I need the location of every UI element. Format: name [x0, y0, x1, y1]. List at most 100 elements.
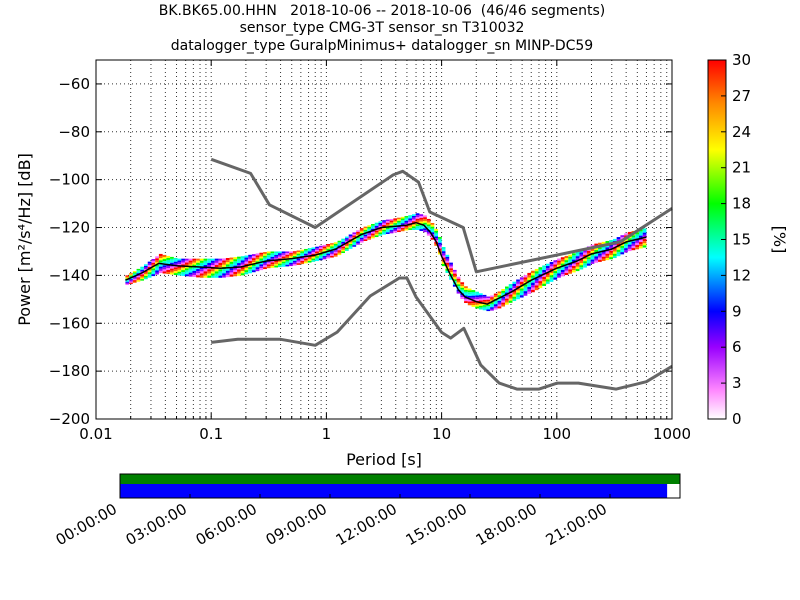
ppsd-cell [601, 254, 606, 257]
ppsd-cell [289, 251, 293, 254]
ppsd-cell [289, 262, 293, 265]
ppsd-cell [393, 218, 398, 220]
ppsd-cell [456, 280, 461, 283]
ppsd-cell [371, 233, 375, 236]
colorbar-tick-label: 18 [732, 195, 751, 213]
ppsd-cell [478, 307, 483, 310]
ppsd-cell [263, 265, 267, 268]
ppsd-cell [184, 266, 189, 269]
x-tick-label: 100 [542, 425, 571, 443]
ppsd-cell [464, 299, 468, 302]
ppsd-cell [601, 252, 606, 255]
ppsd-cell [460, 297, 465, 300]
ppsd-cell [151, 270, 156, 273]
ppsd-cell [374, 235, 379, 238]
ppsd-cell [478, 305, 483, 308]
colorbar-tick-label: 3 [732, 374, 742, 392]
ppsd-cell [166, 259, 171, 262]
ppsd-cell [601, 246, 606, 249]
ppsd-cell [385, 230, 390, 233]
ppsd-cell [348, 237, 353, 240]
ppsd-cell [173, 271, 178, 274]
ppsd-cell [144, 272, 148, 275]
colorbar-tick-label: 6 [732, 338, 742, 356]
ppsd-cell [237, 271, 241, 274]
ppsd-cell [490, 307, 494, 309]
ppsd-cell [508, 284, 513, 287]
ppsd-cell [631, 243, 636, 246]
colorbar-tick-label: 27 [732, 87, 751, 105]
ppsd-cell [441, 257, 446, 260]
ppsd-cell [572, 259, 576, 262]
ppsd-cell [229, 270, 234, 273]
ppsd-cell [255, 265, 260, 268]
ppsd-cell [352, 238, 357, 241]
ppsd-cell [177, 258, 182, 261]
ppsd-cell [367, 234, 372, 237]
ppsd-cell [508, 292, 513, 295]
ppsd-cell [352, 243, 357, 246]
ppsd-cell [400, 221, 405, 224]
ppsd-cell [404, 217, 409, 220]
ppsd-cell [359, 228, 364, 230]
ppsd-cell [419, 221, 424, 224]
ppsd-cell [426, 228, 431, 231]
ppsd-cell [601, 258, 606, 262]
ppsd-cell [170, 262, 174, 265]
ppsd-cell [233, 261, 238, 264]
ppsd-cell [542, 279, 546, 282]
ppsd-cell [188, 258, 193, 261]
ppsd-cell [348, 247, 353, 249]
ppsd-cell [318, 247, 323, 249]
ppsd-cell [557, 273, 561, 276]
ppsd-cell [493, 293, 498, 296]
ppsd-cell [341, 248, 345, 250]
ppsd-cell [452, 273, 457, 276]
ppsd-cell [441, 253, 446, 256]
ppsd-cell [184, 270, 189, 273]
ppsd-cell [181, 273, 185, 276]
ppsd-cell [538, 285, 543, 289]
ppsd-cell [404, 228, 409, 231]
ppsd-cell [203, 275, 208, 278]
ppsd-cell [367, 233, 372, 235]
ppsd-cell [523, 293, 528, 296]
ppsd-cell [497, 299, 502, 301]
ppsd-cell [326, 248, 331, 251]
ppsd-cell [281, 251, 286, 254]
ppsd-cell [534, 285, 539, 288]
ppsd-cell [594, 260, 599, 263]
ppsd-cell [616, 239, 621, 242]
ppsd-cell [184, 264, 189, 267]
ppsd-cell [166, 265, 171, 268]
ppsd-cell [389, 228, 394, 231]
ppsd-cell [207, 260, 212, 263]
ppsd-cell [318, 253, 323, 256]
ppsd-cell [344, 246, 349, 248]
ppsd-cell [545, 263, 550, 266]
ppsd-cell [378, 224, 383, 227]
ppsd-cell [624, 250, 628, 253]
ppsd-cell [337, 247, 342, 249]
ppsd-cell [378, 232, 383, 235]
ppsd-cell [322, 257, 327, 260]
x-tick-label: 0.1 [199, 425, 223, 443]
ppsd-cell [292, 260, 297, 263]
ppsd-cell [590, 248, 595, 252]
ppsd-cell [408, 226, 412, 229]
ppsd-cell [490, 305, 494, 308]
ppsd-cell [270, 251, 275, 254]
ppsd-cell [315, 249, 319, 252]
y-tick-label: −100 [49, 171, 90, 189]
ppsd-cell [266, 262, 271, 265]
ppsd-cell [307, 257, 312, 260]
ppsd-cell [624, 233, 628, 236]
ppsd-cell [527, 275, 532, 278]
ppsd-cell [627, 248, 632, 252]
ppsd-cell [184, 274, 189, 277]
ppsd-cell [434, 236, 439, 239]
ppsd-cell [225, 262, 230, 265]
ppsd-cell [255, 267, 260, 270]
ppsd-cell [173, 257, 178, 260]
ppsd-cell [426, 231, 431, 234]
